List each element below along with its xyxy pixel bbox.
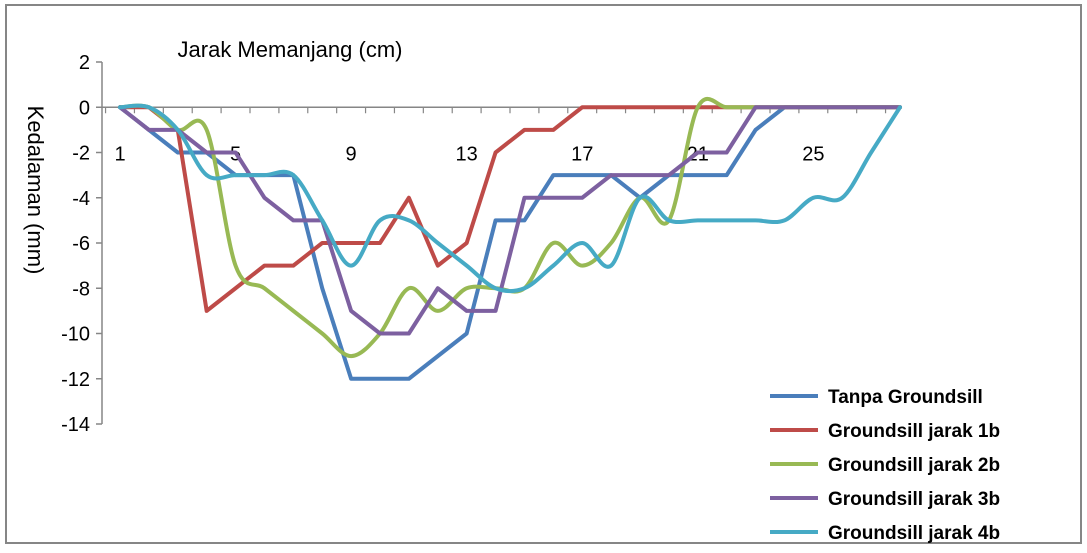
y-axis: 2 0 -2 -4 -6 -8 -10 -12 -14 bbox=[61, 52, 103, 436]
y-tick-label: -14 bbox=[61, 414, 90, 436]
legend-entry: Groundsill jarak 2b bbox=[828, 455, 1000, 476]
y-tick-label: -10 bbox=[61, 324, 90, 346]
y-tick-label: -2 bbox=[72, 143, 90, 165]
y-tick-label: -8 bbox=[72, 278, 90, 300]
y-tick-label: 0 bbox=[79, 97, 90, 119]
legend-entry: Groundsill jarak 1b bbox=[828, 421, 1000, 442]
legend-entry: Tanpa Groundsill bbox=[828, 387, 983, 408]
x-tick-label: 9 bbox=[346, 143, 357, 165]
x-tick-label: 25 bbox=[802, 143, 824, 165]
x-tick-label: 17 bbox=[571, 143, 593, 165]
y-tick-label: -12 bbox=[61, 369, 90, 391]
y-tick-label: -6 bbox=[72, 233, 90, 255]
y-tick-label: -4 bbox=[72, 188, 90, 210]
y-axis-label: Kedalaman (mm) bbox=[23, 106, 48, 275]
x-tick-label: 1 bbox=[114, 143, 125, 165]
series-line-5 bbox=[118, 103, 902, 294]
y-tick-label: 2 bbox=[79, 52, 90, 74]
chart-title: Jarak Memanjang (cm) bbox=[178, 37, 403, 62]
legend-entry: Groundsill jarak 4b bbox=[828, 523, 1000, 544]
series-lines bbox=[118, 96, 902, 381]
legend: Tanpa Groundsill Groundsill jarak 1b Groun… bbox=[770, 387, 1000, 544]
legend-entry: Groundsill jarak 3b bbox=[828, 489, 1000, 510]
x-tick-label: 13 bbox=[456, 143, 478, 165]
